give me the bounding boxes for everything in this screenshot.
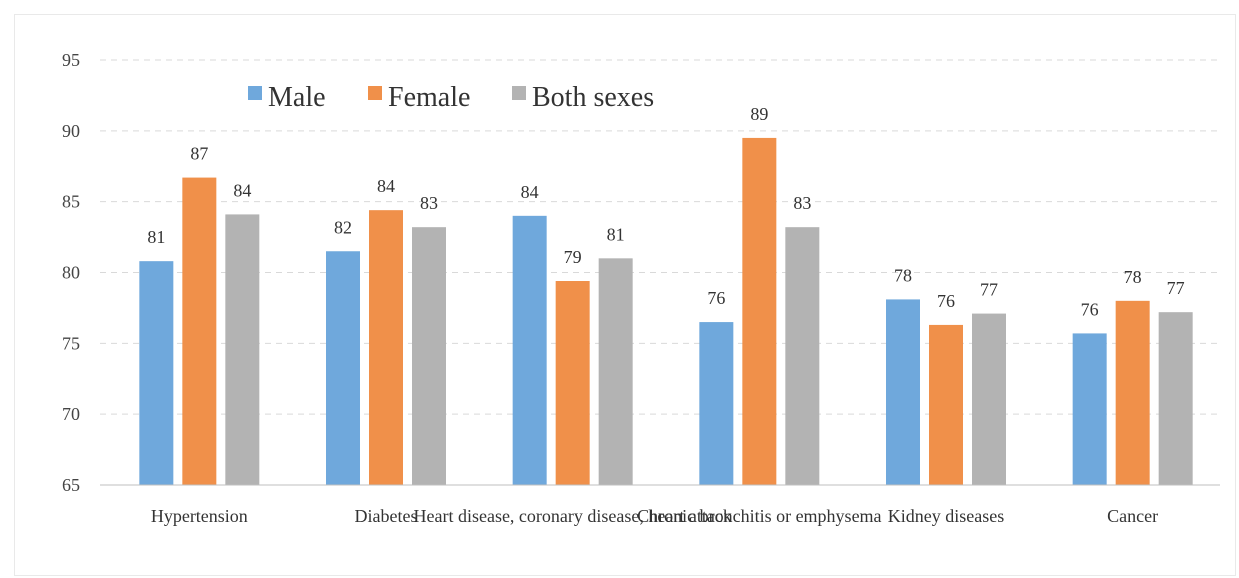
bar-male — [512, 215, 547, 486]
gridlines — [100, 59, 1220, 415]
data-label: 89 — [750, 104, 768, 124]
data-label: 84 — [521, 182, 539, 202]
data-label: 83 — [420, 193, 438, 213]
data-label: 81 — [607, 224, 625, 244]
y-tick-label: 85 — [62, 192, 80, 212]
data-label: 76 — [937, 291, 955, 311]
data-label: 83 — [793, 193, 811, 213]
x-category-label: Diabetes — [355, 506, 418, 526]
legend-label: Both sexes — [532, 82, 654, 113]
bar-male — [139, 261, 174, 485]
bar-male — [1072, 333, 1107, 485]
data-label: 76 — [707, 288, 725, 308]
data-label: 84 — [377, 176, 395, 196]
data-label: 87 — [190, 144, 208, 164]
data-label: 81 — [147, 227, 165, 247]
data-label: 78 — [1124, 267, 1142, 287]
y-tick-label: 75 — [62, 333, 80, 353]
data-label: 76 — [1081, 299, 1099, 319]
data-label: 77 — [1167, 278, 1185, 298]
y-tick-label: 90 — [62, 121, 80, 141]
legend-label: Male — [268, 82, 326, 113]
bar-both-sexes — [598, 258, 633, 485]
legend-swatch-male — [248, 86, 262, 100]
x-category-label: Hypertension — [151, 506, 248, 526]
bar-male — [886, 299, 920, 485]
bar-female — [1115, 300, 1150, 485]
data-labels: 81 87 84 82 84 83 84 79 81 76 89 83 78 76 77 76 78 77 — [147, 104, 1185, 319]
legend: Male Female Both sexes — [248, 82, 654, 113]
data-label: 79 — [564, 247, 582, 267]
y-tick-label: 65 — [62, 475, 80, 495]
bar-male — [699, 322, 734, 485]
bar-both-sexes — [225, 214, 260, 485]
data-label: 77 — [980, 280, 998, 300]
bars — [139, 137, 1193, 486]
x-category-label: Chronic bronchitis or emphysema — [637, 506, 881, 526]
y-tick-label: 80 — [62, 263, 80, 283]
bar-both-sexes — [1158, 312, 1193, 485]
bar-both-sexes — [785, 227, 820, 485]
x-category-label: Kidney diseases — [888, 506, 1004, 526]
y-tick-label: 95 — [62, 50, 80, 70]
data-label: 82 — [334, 217, 352, 237]
x-category-label: Heart disease, coronary disease, heart a… — [413, 506, 731, 526]
legend-label: Female — [388, 82, 470, 113]
bar-female — [369, 210, 403, 485]
legend-swatch-both-sexes — [512, 86, 526, 100]
y-axis: 65 70 75 80 85 90 95 — [62, 50, 80, 495]
y-tick-label: 70 — [62, 404, 80, 424]
bar-male — [326, 251, 360, 485]
bar-female — [555, 281, 590, 485]
data-label: 78 — [894, 265, 912, 285]
bar-female — [742, 137, 777, 485]
x-category-label: Cancer — [1107, 506, 1158, 526]
data-label: 84 — [233, 180, 251, 200]
legend-swatch-female — [368, 86, 382, 100]
chart-border — [14, 14, 1236, 576]
bar-female — [182, 177, 217, 486]
bar-both-sexes — [972, 313, 1006, 485]
bar-both-sexes — [412, 227, 446, 485]
bar-female — [929, 324, 963, 485]
